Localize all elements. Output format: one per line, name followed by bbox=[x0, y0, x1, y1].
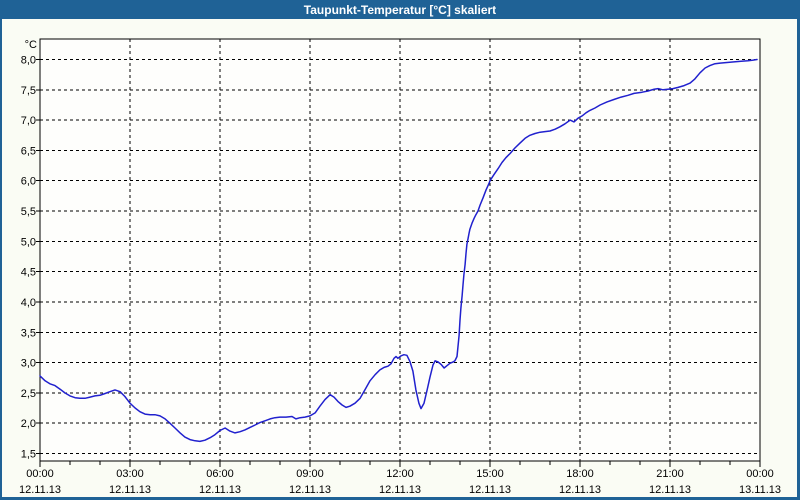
x-tick-time-label: 00:00 bbox=[746, 468, 774, 480]
y-tick-label: 4,5 bbox=[21, 267, 36, 279]
x-tick-date-label: 13.11.13 bbox=[739, 484, 781, 496]
y-tick-label: 3,0 bbox=[21, 358, 36, 370]
tick-marks bbox=[36, 59, 761, 467]
x-tick-date-label: 12.11.13 bbox=[19, 484, 61, 496]
y-tick-label: 1,5 bbox=[21, 449, 36, 461]
x-tick-date-label: 12.11.13 bbox=[199, 484, 241, 496]
x-tick-time-label: 18:00 bbox=[566, 468, 594, 480]
gridlines bbox=[40, 39, 760, 461]
x-tick-date-label: 12.11.13 bbox=[649, 484, 691, 496]
x-tick-time-label: 12:00 bbox=[386, 468, 414, 480]
x-tick-date-label: 12.11.13 bbox=[379, 484, 421, 496]
x-tick-date-label: 12.11.13 bbox=[559, 484, 601, 496]
y-tick-label: 6,0 bbox=[21, 176, 36, 188]
x-tick-time-label: 06:00 bbox=[206, 468, 234, 480]
y-axis-unit-label: °C bbox=[25, 39, 37, 51]
window-titlebar[interactable]: Taupunkt-Temperatur [°C] skaliert bbox=[0, 0, 800, 19]
y-tick-label: 3,5 bbox=[21, 327, 36, 339]
window-title: Taupunkt-Temperatur [°C] skaliert bbox=[303, 2, 497, 17]
x-tick-time-label: 21:00 bbox=[656, 468, 684, 480]
y-tick-label: 5,5 bbox=[21, 206, 36, 218]
y-tick-label: 6,5 bbox=[21, 145, 36, 157]
x-tick-date-label: 12.11.13 bbox=[109, 484, 151, 496]
y-tick-label: 4,0 bbox=[21, 297, 36, 309]
x-tick-time-label: 03:00 bbox=[116, 468, 144, 480]
x-tick-time-label: 15:00 bbox=[476, 468, 504, 480]
y-tick-label: 2,0 bbox=[21, 418, 36, 430]
y-tick-label: 5,0 bbox=[21, 236, 36, 248]
y-tick-labels: 8,0 7,5 7,0 6,5 6,0 5,5 5,0 4,5 4,0 3,5 3,0 2,5 2,0 1… bbox=[21, 55, 36, 461]
x-tick-date-label: 12.11.13 bbox=[469, 484, 511, 496]
series-line bbox=[39, 58, 758, 443]
chart-canvas: °C 8,0 7,5 7,0 6,5 6,0 5,5 5,0 4,5 4,0 3,5 3,0 2,5 2,… bbox=[19, 38, 781, 496]
y-tick-label: 8,0 bbox=[21, 55, 36, 67]
x-tick-date-label: 12.11.13 bbox=[289, 484, 331, 496]
y-tick-label: 7,5 bbox=[21, 85, 36, 97]
x-tick-labels: 00:00 12.11.13 03:00 12.11.13 06:00 12.11.13 0… bbox=[19, 468, 781, 496]
x-tick-time-label: 00:00 bbox=[26, 468, 54, 480]
y-tick-label: 7,0 bbox=[21, 115, 36, 127]
chart-area: °C 8,0 7,5 7,0 6,5 6,0 5,5 5,0 4,5 4,0 3,5 3,0 2,5 2,… bbox=[2, 19, 797, 497]
x-tick-time-label: 09:00 bbox=[296, 468, 324, 480]
y-tick-label: 2,5 bbox=[21, 388, 36, 400]
